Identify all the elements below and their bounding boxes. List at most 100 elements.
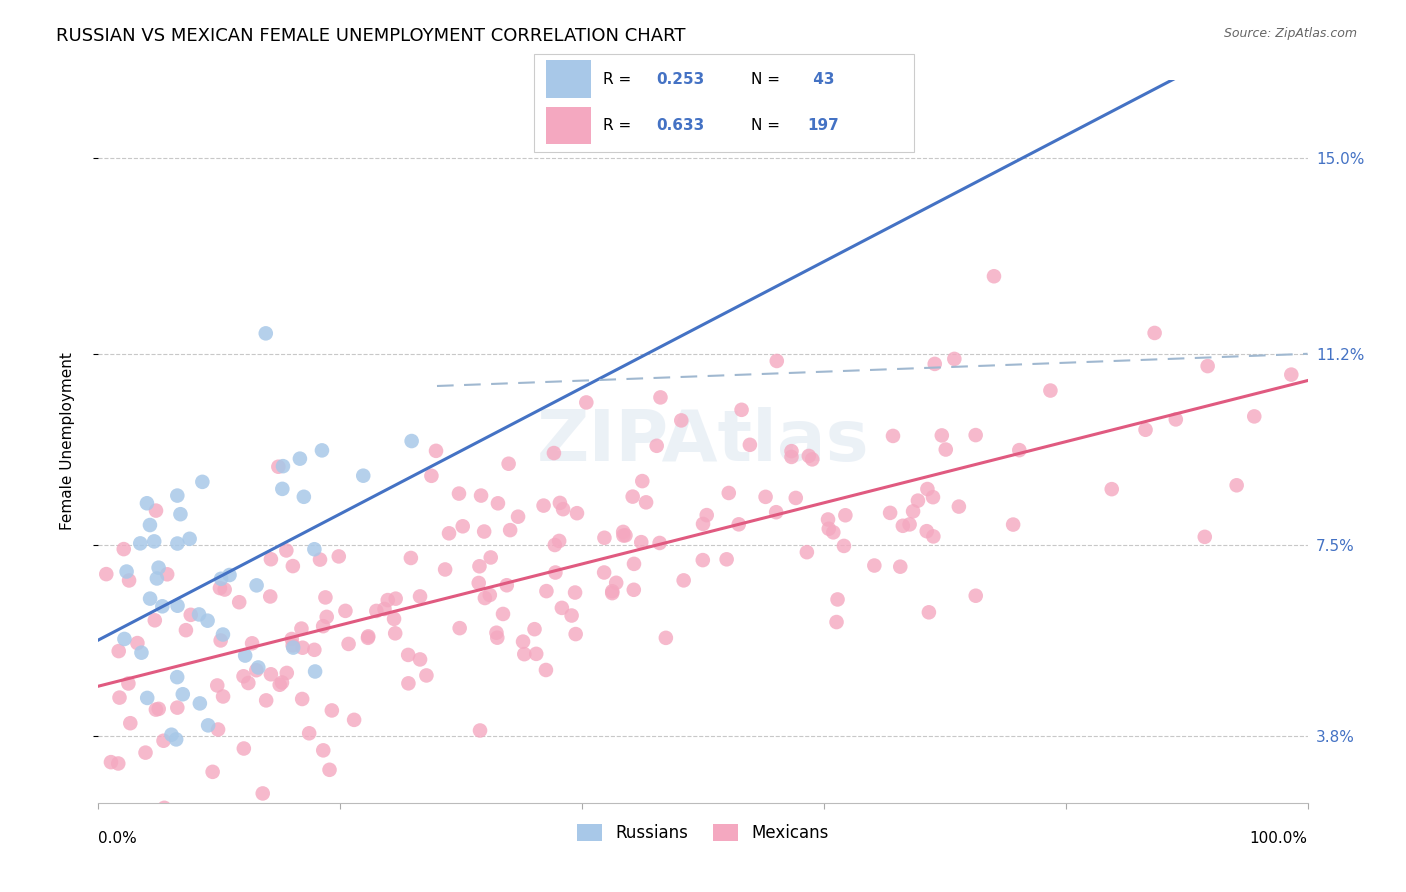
- Point: [1101, 482, 1123, 496]
- Point: [593, 531, 616, 545]
- Point: [536, 584, 558, 599]
- Point: [564, 585, 586, 599]
- Point: [1197, 359, 1219, 373]
- Point: [534, 663, 557, 677]
- Point: [468, 559, 491, 574]
- Point: [166, 670, 188, 684]
- Point: [548, 533, 571, 548]
- Point: [191, 475, 214, 489]
- Point: [434, 562, 457, 576]
- Text: 100.0%: 100.0%: [1250, 831, 1308, 847]
- Point: [499, 523, 522, 537]
- Point: [136, 690, 159, 705]
- Point: [965, 589, 987, 603]
- Point: [474, 591, 496, 605]
- Point: [357, 629, 380, 643]
- Point: [214, 582, 236, 597]
- Point: [593, 566, 616, 580]
- Point: [543, 446, 565, 460]
- Point: [486, 496, 509, 510]
- Point: [901, 504, 924, 518]
- Point: [271, 675, 294, 690]
- Text: N =: N =: [751, 71, 785, 87]
- Point: [765, 354, 787, 368]
- Point: [564, 627, 586, 641]
- Point: [143, 534, 166, 549]
- Point: [825, 615, 848, 629]
- Point: [478, 588, 501, 602]
- Point: [112, 542, 135, 557]
- Point: [565, 506, 588, 520]
- Point: [312, 743, 335, 757]
- Point: [136, 496, 159, 510]
- Point: [218, 568, 240, 582]
- Point: [118, 574, 141, 588]
- Point: [630, 535, 652, 549]
- Point: [648, 536, 671, 550]
- Point: [420, 468, 443, 483]
- Point: [96, 567, 118, 582]
- Point: [208, 581, 231, 595]
- Text: Source: ZipAtlas.com: Source: ZipAtlas.com: [1223, 27, 1357, 40]
- Point: [817, 512, 839, 526]
- Point: [188, 607, 211, 622]
- Point: [357, 631, 380, 645]
- Point: [716, 552, 738, 566]
- Point: [352, 468, 374, 483]
- Point: [156, 567, 179, 582]
- Point: [232, 669, 254, 683]
- Text: R =: R =: [603, 118, 636, 133]
- Point: [281, 639, 304, 653]
- Point: [312, 619, 335, 633]
- Point: [148, 560, 170, 574]
- Point: [935, 442, 957, 457]
- Point: [823, 525, 845, 540]
- Point: [311, 443, 333, 458]
- Point: [207, 723, 229, 737]
- Point: [623, 582, 645, 597]
- Point: [399, 551, 422, 566]
- Point: [1243, 409, 1265, 424]
- Point: [276, 543, 298, 558]
- Point: [948, 500, 970, 514]
- Point: [304, 643, 326, 657]
- Point: [131, 646, 153, 660]
- Point: [551, 502, 574, 516]
- Point: [479, 550, 502, 565]
- Point: [134, 746, 156, 760]
- Point: [212, 690, 235, 704]
- Point: [727, 517, 749, 532]
- Point: [600, 584, 623, 599]
- Point: [486, 631, 509, 645]
- Point: [328, 549, 350, 564]
- Point: [765, 505, 787, 519]
- Point: [801, 452, 824, 467]
- Point: [139, 591, 162, 606]
- Point: [271, 482, 294, 496]
- Point: [382, 612, 405, 626]
- Point: [143, 613, 166, 627]
- Point: [451, 519, 474, 533]
- Point: [290, 622, 312, 636]
- Text: 197: 197: [807, 118, 839, 133]
- Point: [915, 524, 938, 538]
- Point: [100, 755, 122, 769]
- Point: [283, 640, 305, 655]
- Point: [485, 625, 508, 640]
- Point: [447, 486, 470, 500]
- Point: [544, 538, 567, 552]
- Point: [832, 539, 855, 553]
- Point: [467, 576, 489, 591]
- Point: [561, 608, 583, 623]
- Text: 0.253: 0.253: [655, 71, 704, 87]
- Point: [409, 652, 432, 666]
- Point: [623, 557, 645, 571]
- Point: [415, 668, 437, 682]
- Point: [201, 764, 224, 779]
- Point: [139, 518, 162, 533]
- Point: [377, 593, 399, 607]
- Point: [232, 741, 254, 756]
- Point: [1143, 326, 1166, 340]
- Point: [738, 438, 761, 452]
- Point: [166, 599, 188, 613]
